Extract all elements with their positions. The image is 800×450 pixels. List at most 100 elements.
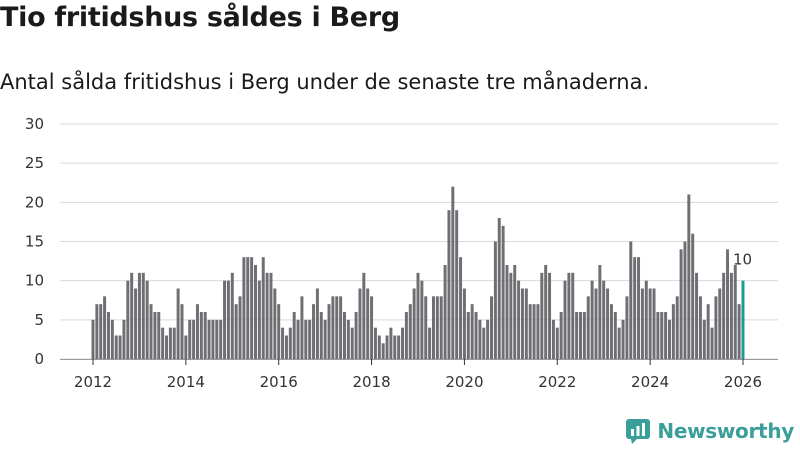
y-tick-label: 15 [25, 233, 44, 251]
bar [304, 319, 308, 359]
brand-logo: Newsworthy [625, 418, 794, 444]
bar [567, 272, 571, 359]
bar [137, 272, 141, 359]
bar [443, 265, 447, 359]
bar [656, 312, 660, 359]
bar [729, 272, 733, 359]
bar [114, 335, 118, 359]
bar [679, 249, 683, 359]
y-tick-label: 30 [25, 115, 44, 133]
bar [308, 319, 312, 359]
bar [277, 304, 281, 359]
bar [354, 312, 358, 359]
bar [91, 319, 95, 359]
bar [362, 272, 366, 359]
bar [490, 296, 493, 359]
bar [517, 280, 521, 359]
bar [327, 304, 331, 359]
bar [625, 296, 629, 359]
bar [737, 304, 741, 359]
y-tick-label: 5 [34, 311, 44, 329]
bar [706, 304, 710, 359]
bar [323, 319, 327, 359]
bar [621, 319, 625, 359]
bar [257, 280, 261, 359]
last-value-label: 10 [733, 251, 752, 269]
bar [513, 265, 517, 359]
bar [648, 288, 652, 359]
bar [424, 296, 428, 359]
y-tick-label: 20 [25, 193, 44, 211]
bar [439, 296, 443, 359]
chart-title: Tio fritidshus såldes i Berg [0, 2, 400, 33]
bar [157, 312, 161, 359]
bar [397, 335, 401, 359]
bar [466, 312, 470, 359]
bar [451, 186, 455, 359]
bar [470, 304, 474, 359]
bar [219, 319, 223, 359]
bar [165, 335, 168, 359]
bar [590, 280, 594, 359]
bar [462, 288, 466, 359]
bar [594, 288, 598, 359]
bar [505, 265, 509, 359]
bar [691, 233, 695, 359]
newsworthy-icon [626, 419, 651, 444]
bar [292, 312, 296, 359]
bar [714, 296, 718, 359]
bar [408, 304, 412, 359]
bar [192, 319, 196, 359]
bar [486, 319, 490, 359]
bar [644, 280, 648, 359]
bar [563, 280, 567, 359]
bar [683, 241, 687, 359]
bar [234, 304, 238, 359]
bar [126, 280, 130, 359]
bar [637, 257, 641, 359]
bar [478, 319, 482, 359]
bar [428, 327, 432, 359]
bar [571, 272, 575, 359]
bar [559, 312, 563, 359]
bar [540, 272, 544, 359]
bar [528, 304, 532, 359]
bar [281, 327, 285, 359]
bar [161, 327, 165, 359]
bar [482, 327, 486, 359]
y-tick-label: 25 [25, 154, 44, 172]
bar [416, 272, 420, 359]
bar [95, 304, 99, 359]
bar [385, 335, 389, 359]
bar [598, 265, 602, 359]
bar [238, 296, 242, 359]
bar [675, 296, 679, 359]
bar [555, 327, 559, 359]
bar [629, 241, 633, 359]
x-tick-label: 2026 [724, 373, 762, 391]
bar [230, 272, 234, 359]
bar [548, 272, 552, 359]
bar [118, 335, 122, 359]
bar [331, 296, 335, 359]
bar [640, 288, 644, 359]
bar [671, 304, 675, 359]
bar [335, 296, 339, 359]
bar [99, 304, 103, 359]
bar [633, 257, 637, 359]
bar [246, 257, 250, 359]
bar [377, 335, 381, 359]
bar [702, 319, 706, 359]
x-tick-label: 2020 [445, 373, 483, 391]
bar [223, 280, 227, 359]
x-tick-label: 2022 [538, 373, 576, 391]
x-tick-label: 2012 [74, 373, 112, 391]
bar [315, 288, 319, 359]
bar [141, 272, 145, 359]
y-tick-label: 10 [25, 272, 44, 290]
bar [284, 335, 288, 359]
bar [145, 280, 149, 359]
bar [300, 296, 304, 359]
bar [339, 296, 343, 359]
bar [106, 312, 110, 359]
